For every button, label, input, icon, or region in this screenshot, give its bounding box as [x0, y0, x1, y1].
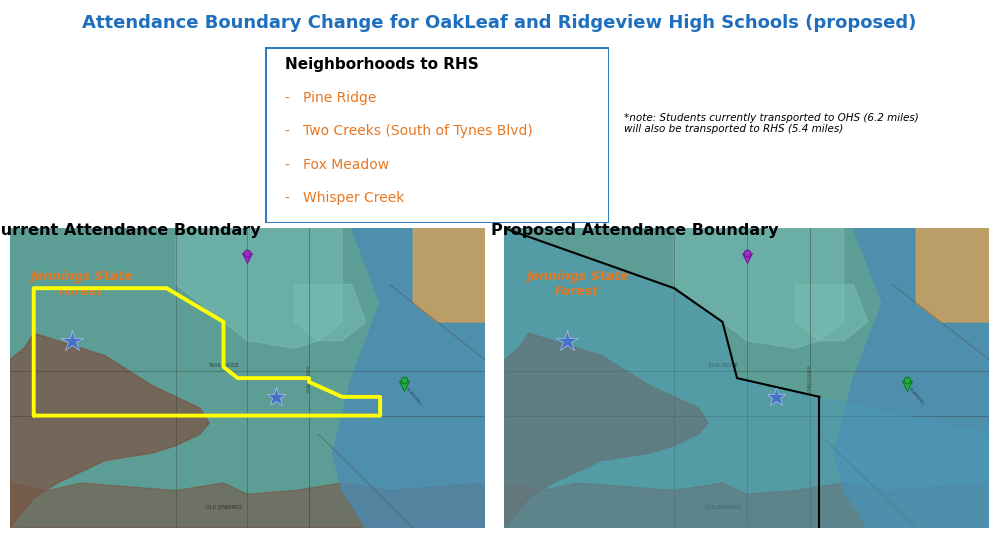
- Polygon shape: [819, 397, 989, 528]
- Polygon shape: [295, 284, 366, 340]
- Text: -   Fox Meadow: - Fox Meadow: [286, 158, 390, 172]
- Polygon shape: [333, 228, 485, 528]
- Text: Jennings State
Forest: Jennings State Forest: [525, 271, 628, 299]
- Text: CHALLENGER: CHALLENGER: [808, 364, 812, 392]
- Text: OLD JENNINGS: OLD JENNINGS: [704, 505, 740, 510]
- Text: TRAIL RIDGE: TRAIL RIDGE: [208, 362, 239, 367]
- Text: Current Attendance Boundary: Current Attendance Boundary: [0, 223, 261, 238]
- Polygon shape: [504, 228, 819, 528]
- Polygon shape: [176, 228, 342, 348]
- Polygon shape: [504, 333, 708, 528]
- Text: -   Whisper Creek: - Whisper Creek: [286, 191, 405, 205]
- Text: -   Two Creeks (South of Tynes Blvd): - Two Creeks (South of Tynes Blvd): [286, 124, 533, 138]
- Text: BLANDING: BLANDING: [405, 387, 422, 406]
- Text: Neighborhoods to RHS: Neighborhoods to RHS: [286, 57, 480, 72]
- Polygon shape: [795, 284, 868, 340]
- Polygon shape: [504, 483, 989, 528]
- Text: *note: Students currently transported to OHS (6.2 miles)
will also be transporte: *note: Students currently transported to…: [624, 113, 919, 134]
- FancyBboxPatch shape: [265, 47, 609, 223]
- Text: Proposed Attendance Boundary: Proposed Attendance Boundary: [491, 223, 778, 238]
- Text: Attendance Boundary Change for OakLeaf and Ridgeview High Schools (proposed): Attendance Boundary Change for OakLeaf a…: [82, 14, 917, 32]
- Text: CHALLENGER: CHALLENGER: [307, 364, 311, 392]
- Polygon shape: [414, 228, 485, 322]
- Polygon shape: [10, 333, 210, 528]
- Text: TRAIL RIDGE: TRAIL RIDGE: [707, 362, 738, 367]
- Text: BLANDING: BLANDING: [908, 387, 925, 406]
- Text: OLD JENNINGS: OLD JENNINGS: [206, 505, 242, 510]
- Polygon shape: [834, 228, 989, 528]
- Text: -   Pine Ridge: - Pine Ridge: [286, 91, 377, 104]
- Polygon shape: [916, 228, 989, 322]
- Text: Jennings State
Forest: Jennings State Forest: [30, 271, 133, 299]
- Polygon shape: [674, 228, 843, 348]
- Polygon shape: [10, 483, 485, 528]
